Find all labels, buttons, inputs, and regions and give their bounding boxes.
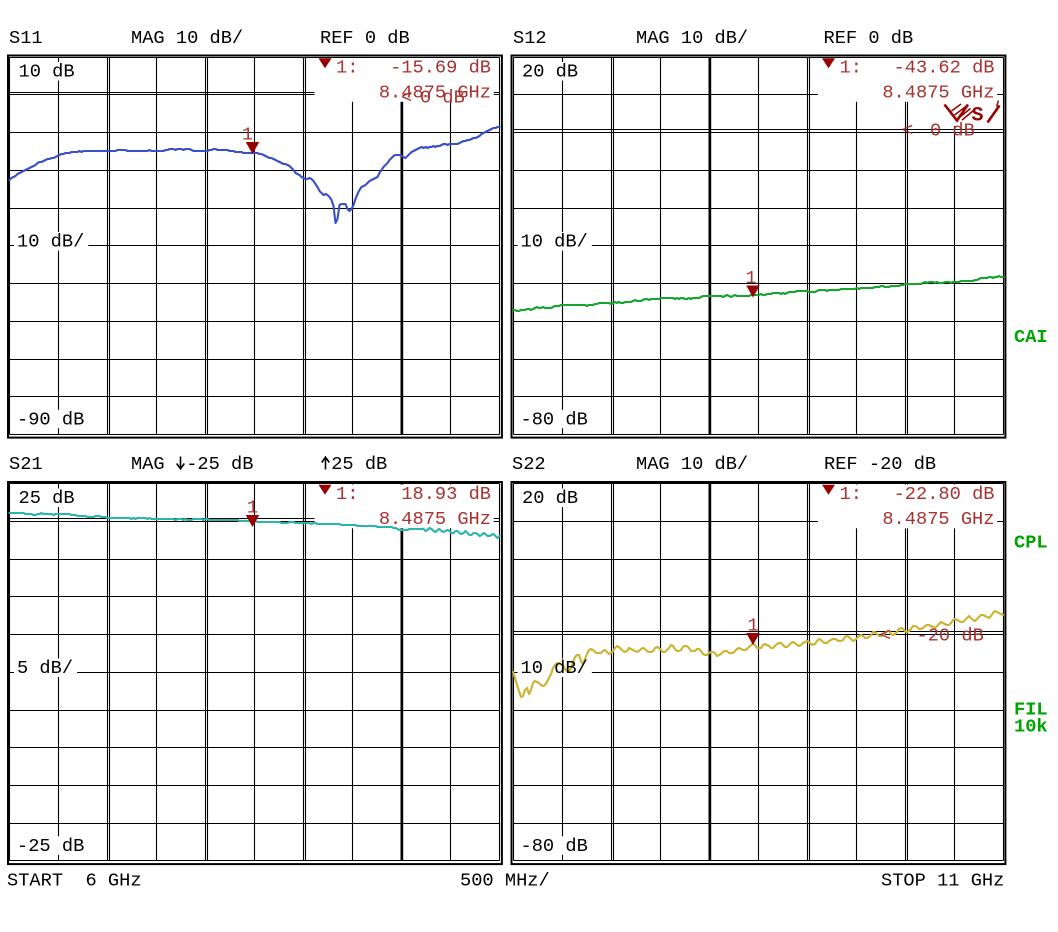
svg-text:S12: S12 — [513, 27, 547, 49]
svg-text:CAI: CAI — [1014, 326, 1048, 348]
svg-text:0 dB: 0 dB — [420, 87, 465, 109]
svg-text:MAG 10 dB/: MAG 10 dB/ — [636, 453, 748, 475]
svg-text:-80 dB: -80 dB — [521, 408, 588, 430]
svg-text:1: 1 — [247, 497, 258, 519]
svg-text:MAG 10 dB/: MAG 10 dB/ — [131, 27, 243, 49]
svg-text:CPL: CPL — [1014, 532, 1048, 554]
svg-text:S11: S11 — [9, 27, 43, 49]
svg-text:20 dB: 20 dB — [522, 61, 578, 83]
svg-text:1:: 1: — [840, 483, 862, 505]
svg-text:1: 1 — [745, 267, 756, 289]
svg-text:25 dB: 25 dB — [331, 453, 387, 475]
svg-text:MAG 10 dB/: MAG 10 dB/ — [636, 27, 748, 49]
svg-text:25 dB: 25 dB — [19, 487, 75, 509]
svg-text:<: < — [401, 87, 412, 109]
svg-text:FIL: FIL — [1014, 699, 1048, 721]
svg-text:-90 dB: -90 dB — [17, 408, 84, 430]
svg-text:STOP 11 GHz: STOP 11 GHz — [881, 870, 1004, 892]
svg-text:1: 1 — [747, 615, 758, 637]
svg-text:REF 0 dB: REF 0 dB — [824, 27, 914, 49]
svg-text:10k: 10k — [1014, 716, 1048, 738]
svg-text:10 dB: 10 dB — [19, 61, 75, 83]
svg-text:-80 dB: -80 dB — [521, 835, 588, 857]
svg-text:MAG: MAG — [131, 453, 165, 475]
svg-text:-25 dB: -25 dB — [186, 453, 253, 475]
svg-text:S: S — [972, 105, 984, 128]
svg-text:500 MHz/: 500 MHz/ — [460, 870, 550, 892]
svg-text:1:: 1: — [336, 57, 358, 79]
svg-text:20 dB: 20 dB — [522, 487, 578, 509]
svg-text:0 dB: 0 dB — [930, 120, 975, 142]
svg-text:8.4875 GHz: 8.4875 GHz — [379, 82, 491, 104]
svg-text:START 6 GHz: START 6 GHz — [7, 870, 142, 892]
svg-text:10 dB/: 10 dB/ — [521, 657, 588, 679]
svg-text:10 dB/: 10 dB/ — [521, 231, 588, 253]
svg-text:-43.62 dB: -43.62 dB — [894, 57, 995, 79]
svg-text:-15.69 dB: -15.69 dB — [390, 57, 491, 79]
svg-text:1: 1 — [242, 124, 253, 146]
svg-text:REF -20 dB: REF -20 dB — [824, 453, 936, 475]
svg-text:8.4875 GHz: 8.4875 GHz — [882, 82, 994, 104]
svg-text:REF 0 dB: REF 0 dB — [320, 27, 410, 49]
svg-text:-25 dB: -25 dB — [17, 835, 84, 857]
svg-text:5 dB/: 5 dB/ — [17, 657, 73, 679]
svg-text:1:: 1: — [336, 483, 358, 505]
svg-text:<: < — [880, 625, 891, 647]
svg-text:<: < — [902, 120, 913, 142]
svg-text:18.93 dB: 18.93 dB — [390, 483, 491, 505]
svg-text:1:: 1: — [840, 57, 862, 79]
svg-text:S21: S21 — [9, 453, 43, 475]
svg-text:-20 dB: -20 dB — [917, 625, 984, 647]
svg-text:8.4875 GHz: 8.4875 GHz — [379, 508, 491, 530]
svg-text:10 dB/: 10 dB/ — [17, 231, 84, 253]
svg-text:S22: S22 — [512, 453, 546, 475]
svg-text:8.4875 GHz: 8.4875 GHz — [882, 508, 994, 530]
svg-text:-22.80 dB: -22.80 dB — [894, 483, 995, 505]
